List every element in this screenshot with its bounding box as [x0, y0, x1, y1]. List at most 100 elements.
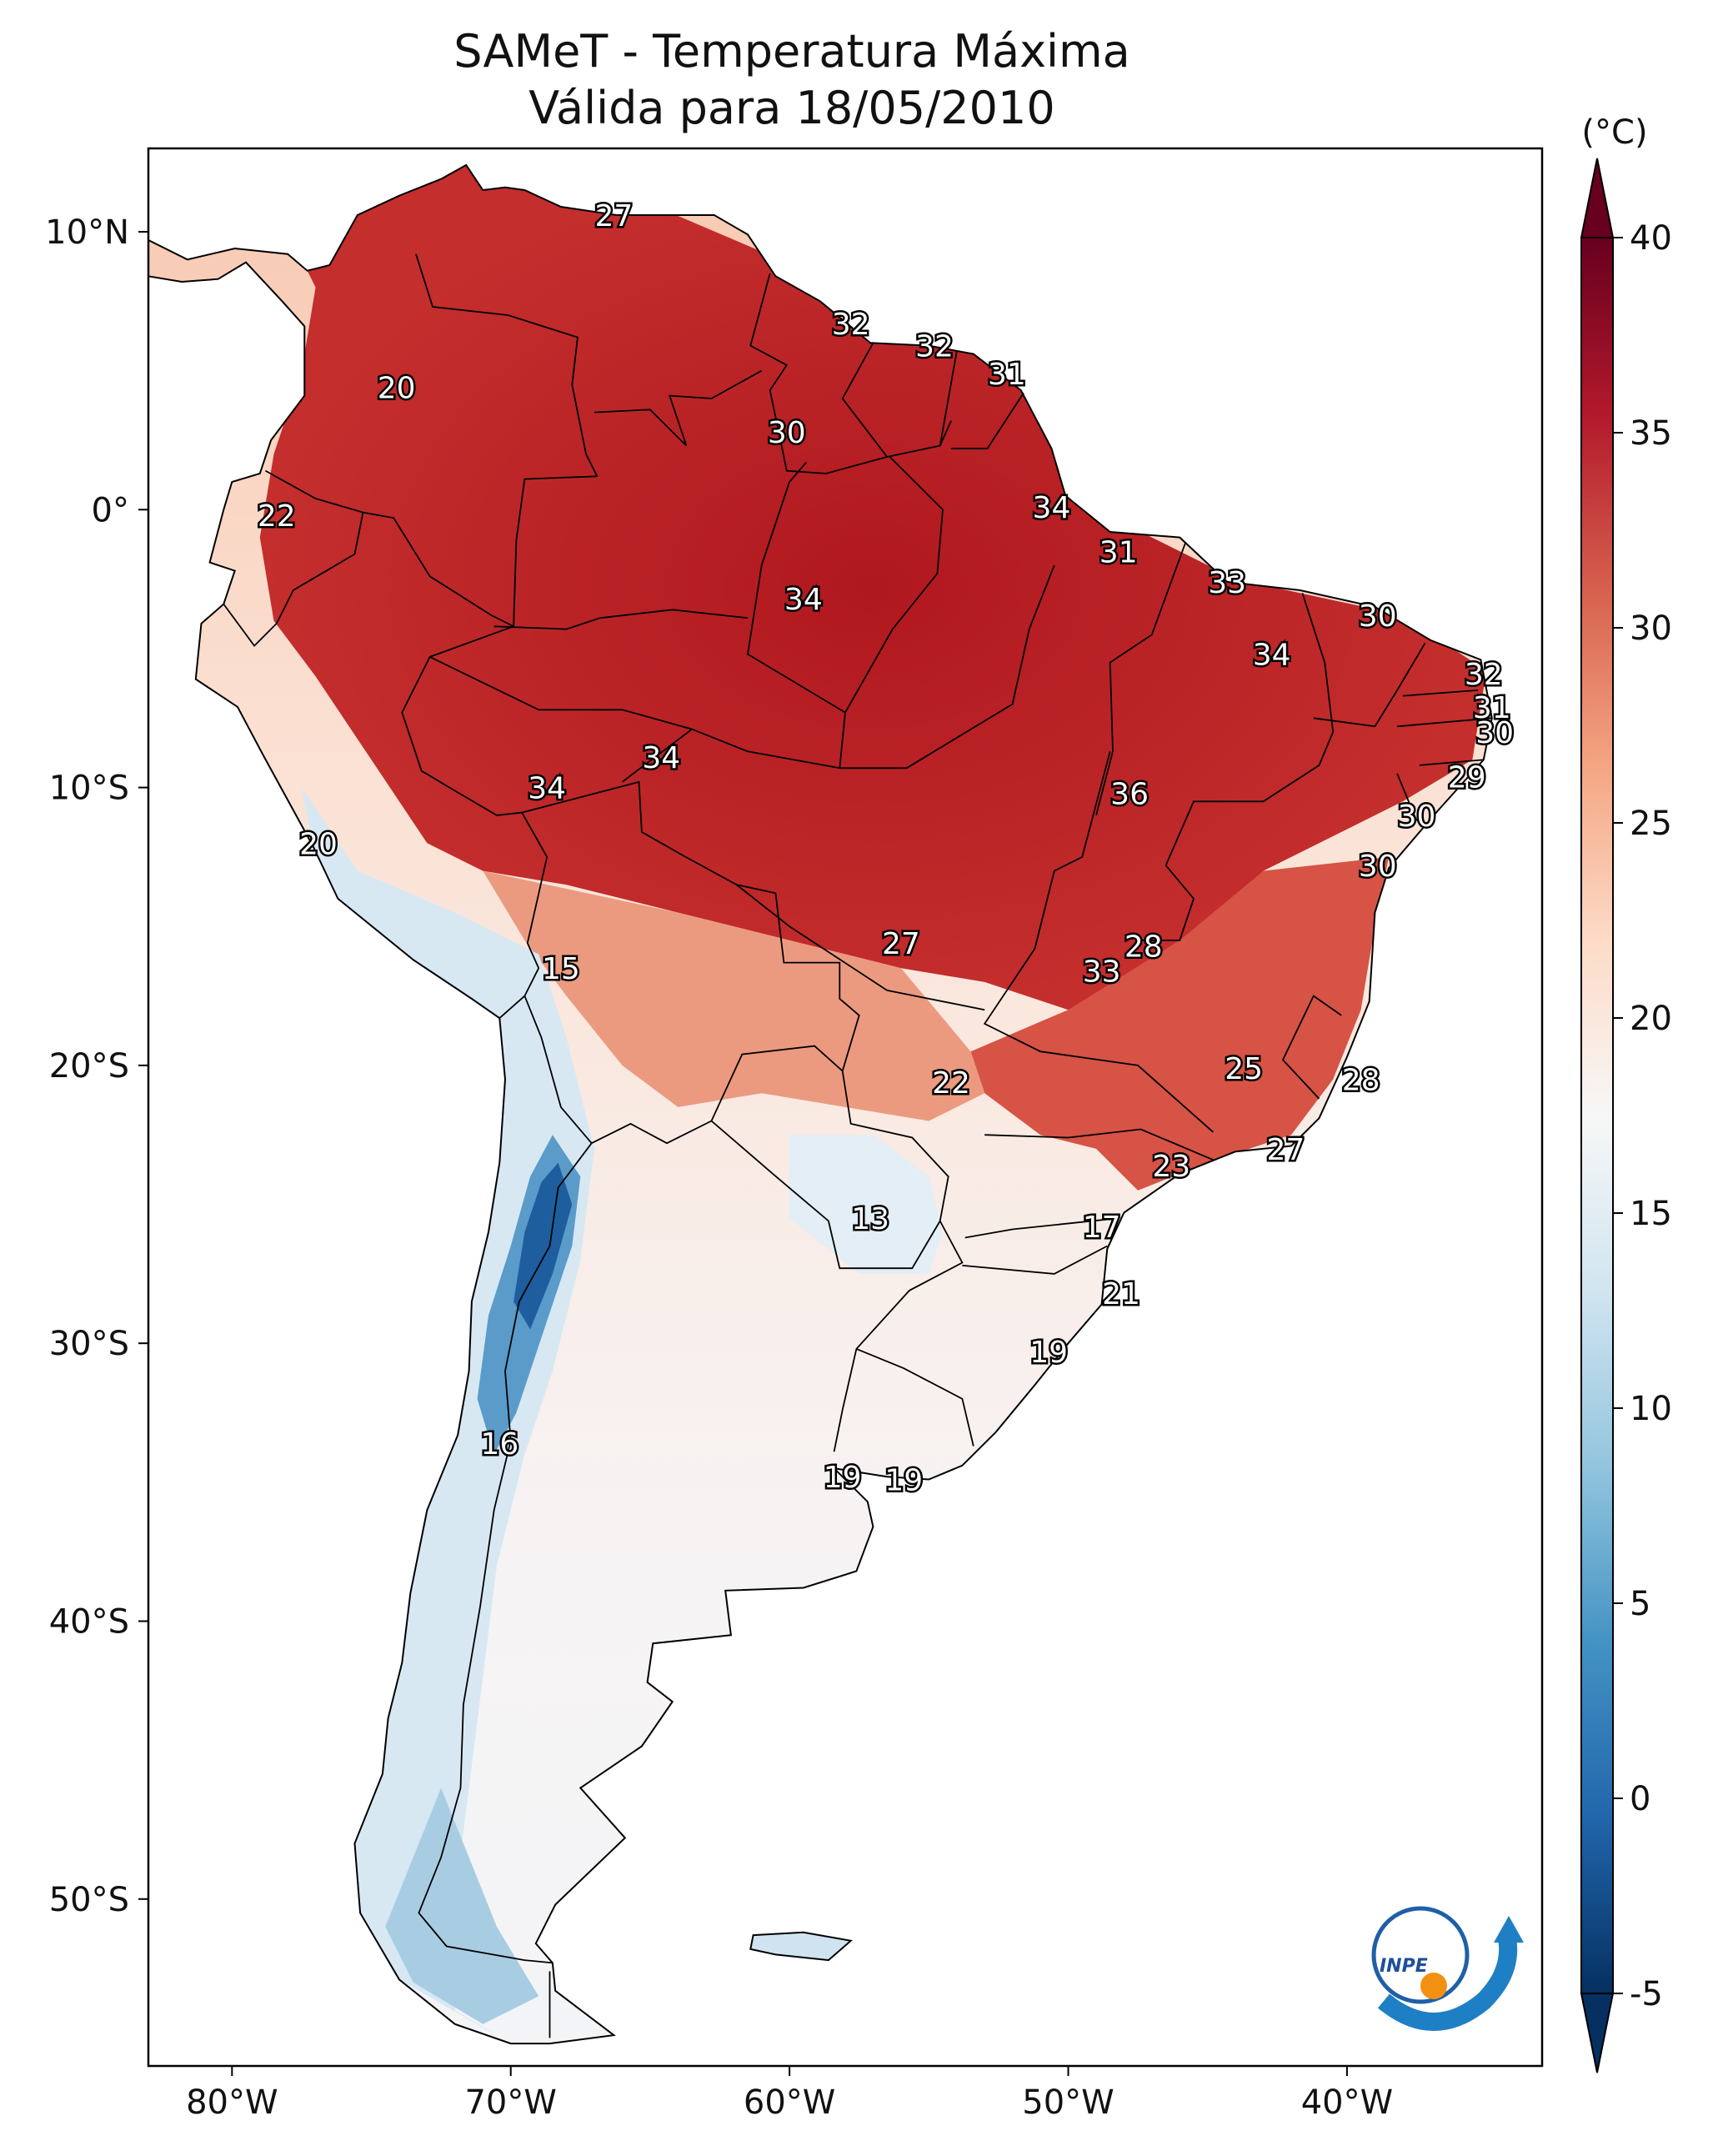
colorbar-outline — [1580, 237, 1614, 1994]
temperature-value-label: 22 — [932, 1066, 970, 1101]
lat-tick-label: 10°S — [49, 770, 129, 808]
temperature-value-label: 33 — [1083, 955, 1121, 990]
temperature-value-label: 34 — [1253, 639, 1291, 673]
temperature-value-label: 30 — [1359, 599, 1397, 634]
colorbar-tick-label: 0 — [1630, 1780, 1650, 1818]
temperature-value-label: 25 — [1225, 1052, 1263, 1086]
temperature-value-label: 30 — [1398, 800, 1436, 834]
lon-tick-label: 40°W — [1301, 2083, 1393, 2122]
border-line — [523, 995, 593, 1144]
border-line — [962, 1245, 1108, 1275]
border-line — [983, 751, 1214, 1133]
temperature-value-label: 36 — [1110, 777, 1149, 811]
temperature-value-label: 30 — [1475, 716, 1514, 750]
border-line — [747, 462, 846, 714]
border-line — [415, 253, 599, 477]
lat-tick-label: 0° — [92, 491, 129, 529]
lon-tick-label: 60°W — [744, 2083, 835, 2122]
border-line — [1419, 759, 1484, 766]
temperature-value-label: 27 — [595, 199, 634, 233]
lon-tick-label: 80°W — [186, 2083, 278, 2122]
border-line — [1165, 593, 1335, 866]
temperature-value-label: 20 — [299, 827, 338, 861]
temperature-value-label: 21 — [1102, 1277, 1140, 1311]
colorbar-tick-label: 10 — [1630, 1390, 1672, 1428]
lon-tick-label: 50°W — [1022, 2083, 1114, 2122]
temperature-value-label: 19 — [824, 1461, 862, 1495]
border-line — [841, 342, 952, 458]
temperature-value-label: 20 — [378, 372, 416, 406]
temperature-value-label: 29 — [1448, 760, 1486, 795]
temperature-value-label: 17 — [1083, 1211, 1121, 1245]
map-frame — [147, 147, 1544, 2068]
border-line — [1397, 717, 1492, 728]
coastline — [148, 163, 1493, 2045]
border-line — [939, 351, 958, 446]
temperature-value-label: 19 — [884, 1464, 923, 1498]
colorbar-tick-label: 5 — [1630, 1585, 1650, 1623]
andes-coldest-fill — [513, 1162, 573, 1330]
border-line — [749, 273, 888, 474]
patagonia-cool-fill — [385, 1787, 539, 2024]
lat-tick-label: 50°S — [49, 1881, 129, 1919]
political-borders — [223, 253, 1492, 2038]
temperature-value-label: 31 — [1099, 535, 1138, 569]
temperature-value-label: 32 — [832, 308, 870, 342]
temperature-value-label: 31 — [988, 358, 1026, 392]
temperature-value-label: 23 — [1152, 1150, 1190, 1184]
colorbar-tick-label: 15 — [1630, 1195, 1672, 1233]
lat-tick-label: 30°S — [49, 1325, 129, 1363]
colorbar-tick-label: 20 — [1630, 1000, 1672, 1038]
colorbar-tick-label: 35 — [1630, 414, 1672, 453]
latitude-ticks: 10°N 0° 10°S 20°S 30°S 40°S 50°S — [45, 213, 148, 1919]
lon-tick-label: 70°W — [464, 2083, 556, 2122]
colorbar-tick-label: 30 — [1630, 609, 1672, 648]
temperature-value-label: 27 — [882, 927, 920, 961]
border-line — [833, 1221, 964, 1452]
colorbar-unit-label: (°C) — [1581, 113, 1647, 152]
border-line — [429, 656, 693, 730]
border-line — [856, 1348, 974, 1447]
temperature-value-label: 33 — [1208, 566, 1246, 600]
lat-tick-label: 40°S — [49, 1602, 129, 1641]
border-line — [594, 369, 763, 447]
colorbar-gradient — [1581, 238, 1613, 1993]
temperature-value-label: 27 — [1266, 1133, 1305, 1167]
warm-region-east-fill — [970, 856, 1390, 1191]
colorbar-ticks: 40 35 30 25 20 15 10 5 0 -5 — [1613, 219, 1672, 2013]
andes-cool-fill — [301, 787, 594, 2044]
border-line — [1281, 995, 1342, 1100]
border-line — [1138, 865, 1195, 941]
inpe-logo-text: INPE — [1380, 1956, 1428, 1977]
colorbar-max-extend-arrow — [1580, 158, 1615, 238]
inpe-logo-icon: INPE — [1371, 1906, 1524, 2031]
paraguay-cool-fill — [789, 1135, 943, 1274]
border-line — [223, 512, 364, 647]
border-line — [264, 469, 598, 628]
temperature-value-label: 32 — [915, 330, 954, 364]
border-line — [521, 780, 860, 1071]
temperature-value-label: 22 — [258, 499, 296, 534]
lat-tick-label: 10°N — [45, 213, 129, 252]
border-line — [418, 1142, 593, 1964]
longitude-ticks: 80°W 70°W 60°W 50°W 40°W — [186, 2066, 1393, 2122]
temperature-value-label: 16 — [480, 1427, 518, 1462]
temperature-value-label: 32 — [1465, 658, 1503, 692]
temperature-value-label: 15 — [542, 952, 580, 986]
border-line — [964, 1217, 1119, 1239]
border-line — [1313, 642, 1426, 728]
colorbar-tick-label: 25 — [1630, 805, 1672, 843]
temperature-value-label: 30 — [768, 416, 806, 450]
border-line — [1095, 542, 1186, 816]
border-line — [1402, 689, 1479, 697]
border-line — [1396, 773, 1418, 821]
temperature-value-label: 19 — [1029, 1336, 1068, 1370]
falkland-islands — [749, 1931, 853, 1962]
hot-region-fill — [259, 165, 1487, 1010]
map-subtitle: Válida para 18/05/2010 — [528, 82, 1055, 134]
colorbar-tick-label: 40 — [1630, 219, 1672, 258]
colorbar: (°C) 40 35 30 25 20 15 10 5 0 -5 — [1580, 113, 1672, 2073]
temperature-value-label: 30 — [1359, 850, 1397, 884]
